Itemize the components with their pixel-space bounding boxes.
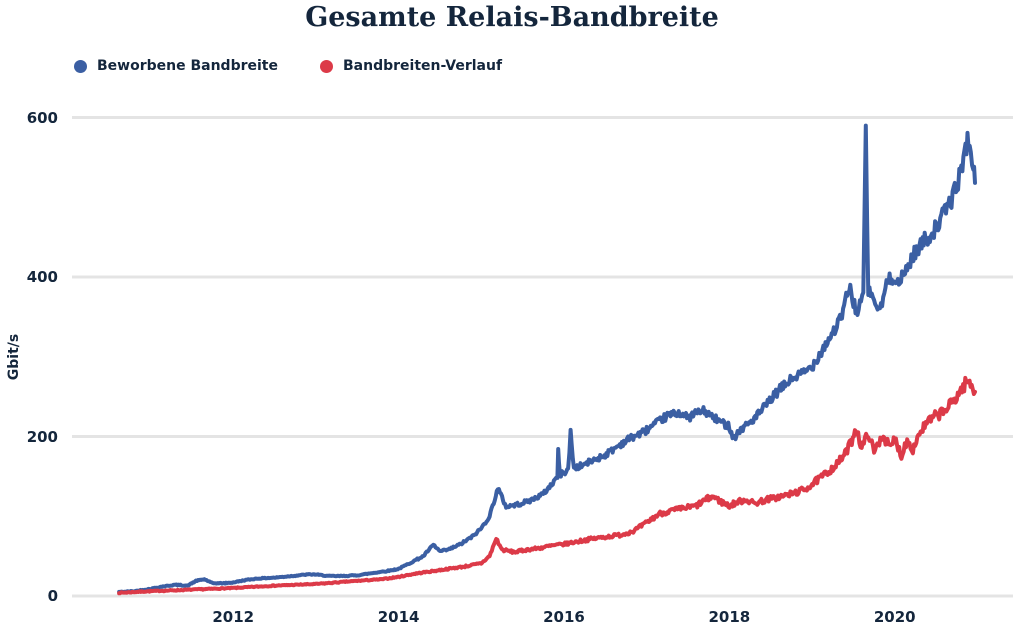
y-tick-label: 0 [47, 587, 58, 605]
legend-label-bandwidth-history: Bandbreiten-Verlauf [343, 58, 503, 74]
blue-legend-dot-icon [74, 59, 87, 73]
y-tick-label: 400 [26, 268, 58, 286]
x-tick-label: 2012 [212, 608, 255, 626]
y-tick-label: 600 [26, 108, 58, 127]
red-legend-dot-icon [320, 59, 333, 73]
legend-item-advertised-bandwidth[interactable]: Beworbene Bandbreite [74, 58, 278, 74]
x-tick-label: 2020 [873, 608, 916, 626]
series-line-advertised-bandwidth [117, 123, 977, 595]
y-tick-label: 200 [26, 427, 58, 446]
legend: Beworbene Bandbreite Bandbreiten-Verlauf [74, 58, 502, 74]
legend-label-advertised-bandwidth: Beworbene Bandbreite [97, 58, 278, 74]
chart-title: Gesamte Relais-Bandbreite [305, 2, 719, 33]
x-tick-label: 2014 [377, 608, 420, 626]
legend-item-bandwidth-history[interactable]: Bandbreiten-Verlauf [320, 58, 502, 74]
series-line-bandwidth-history [117, 375, 977, 596]
x-tick-label: 2018 [708, 608, 751, 626]
x-tick-label: 2016 [543, 608, 585, 626]
